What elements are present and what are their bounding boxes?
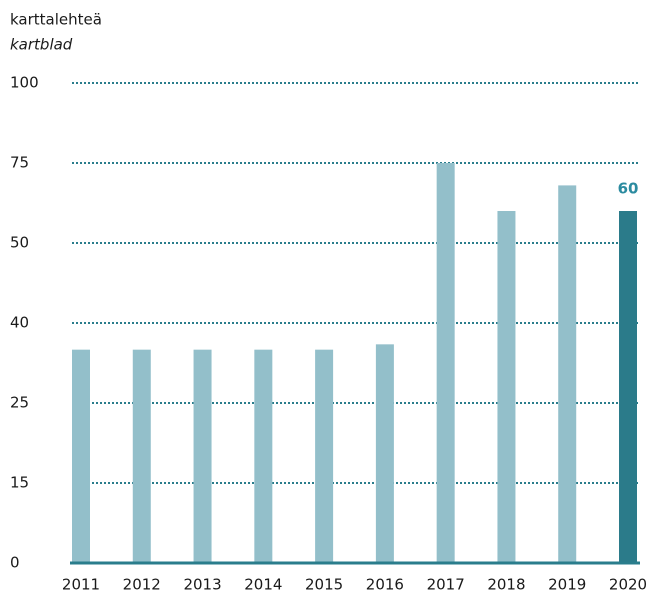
- value-label: 60: [618, 180, 639, 198]
- bar: [497, 211, 516, 563]
- y-axis-label: karttalehteä: [10, 11, 102, 29]
- y-tick-label: 50: [10, 234, 29, 252]
- y-axis-label-sv: kartblad: [10, 36, 73, 54]
- y-tick-label: 25: [10, 394, 29, 412]
- x-tick-label: 2020: [609, 576, 647, 594]
- x-tick-label: 2017: [427, 576, 465, 594]
- bar: [619, 211, 637, 563]
- y-tick-label: 40: [10, 314, 29, 332]
- bar: [558, 185, 577, 563]
- bar: [254, 349, 273, 563]
- x-tick-label: 2016: [366, 576, 404, 594]
- y-tick-label: 0: [10, 554, 20, 572]
- x-tick-label: 2015: [305, 576, 343, 594]
- x-tick-label: 2018: [487, 576, 525, 594]
- bar: [436, 163, 455, 563]
- y-tick-label: 75: [10, 154, 29, 172]
- x-tick-label: 2013: [183, 576, 221, 594]
- bar: [193, 349, 212, 563]
- bar: [132, 349, 151, 563]
- bar: [72, 349, 90, 563]
- x-tick-label: 2011: [62, 576, 100, 594]
- x-tick-label: 2014: [244, 576, 282, 594]
- y-tick-label: 15: [10, 474, 29, 492]
- bar: [315, 349, 334, 563]
- bar: [375, 344, 394, 563]
- x-tick-label: 2012: [123, 576, 161, 594]
- y-tick-label: 100: [10, 74, 39, 92]
- x-tick-label: 2019: [548, 576, 586, 594]
